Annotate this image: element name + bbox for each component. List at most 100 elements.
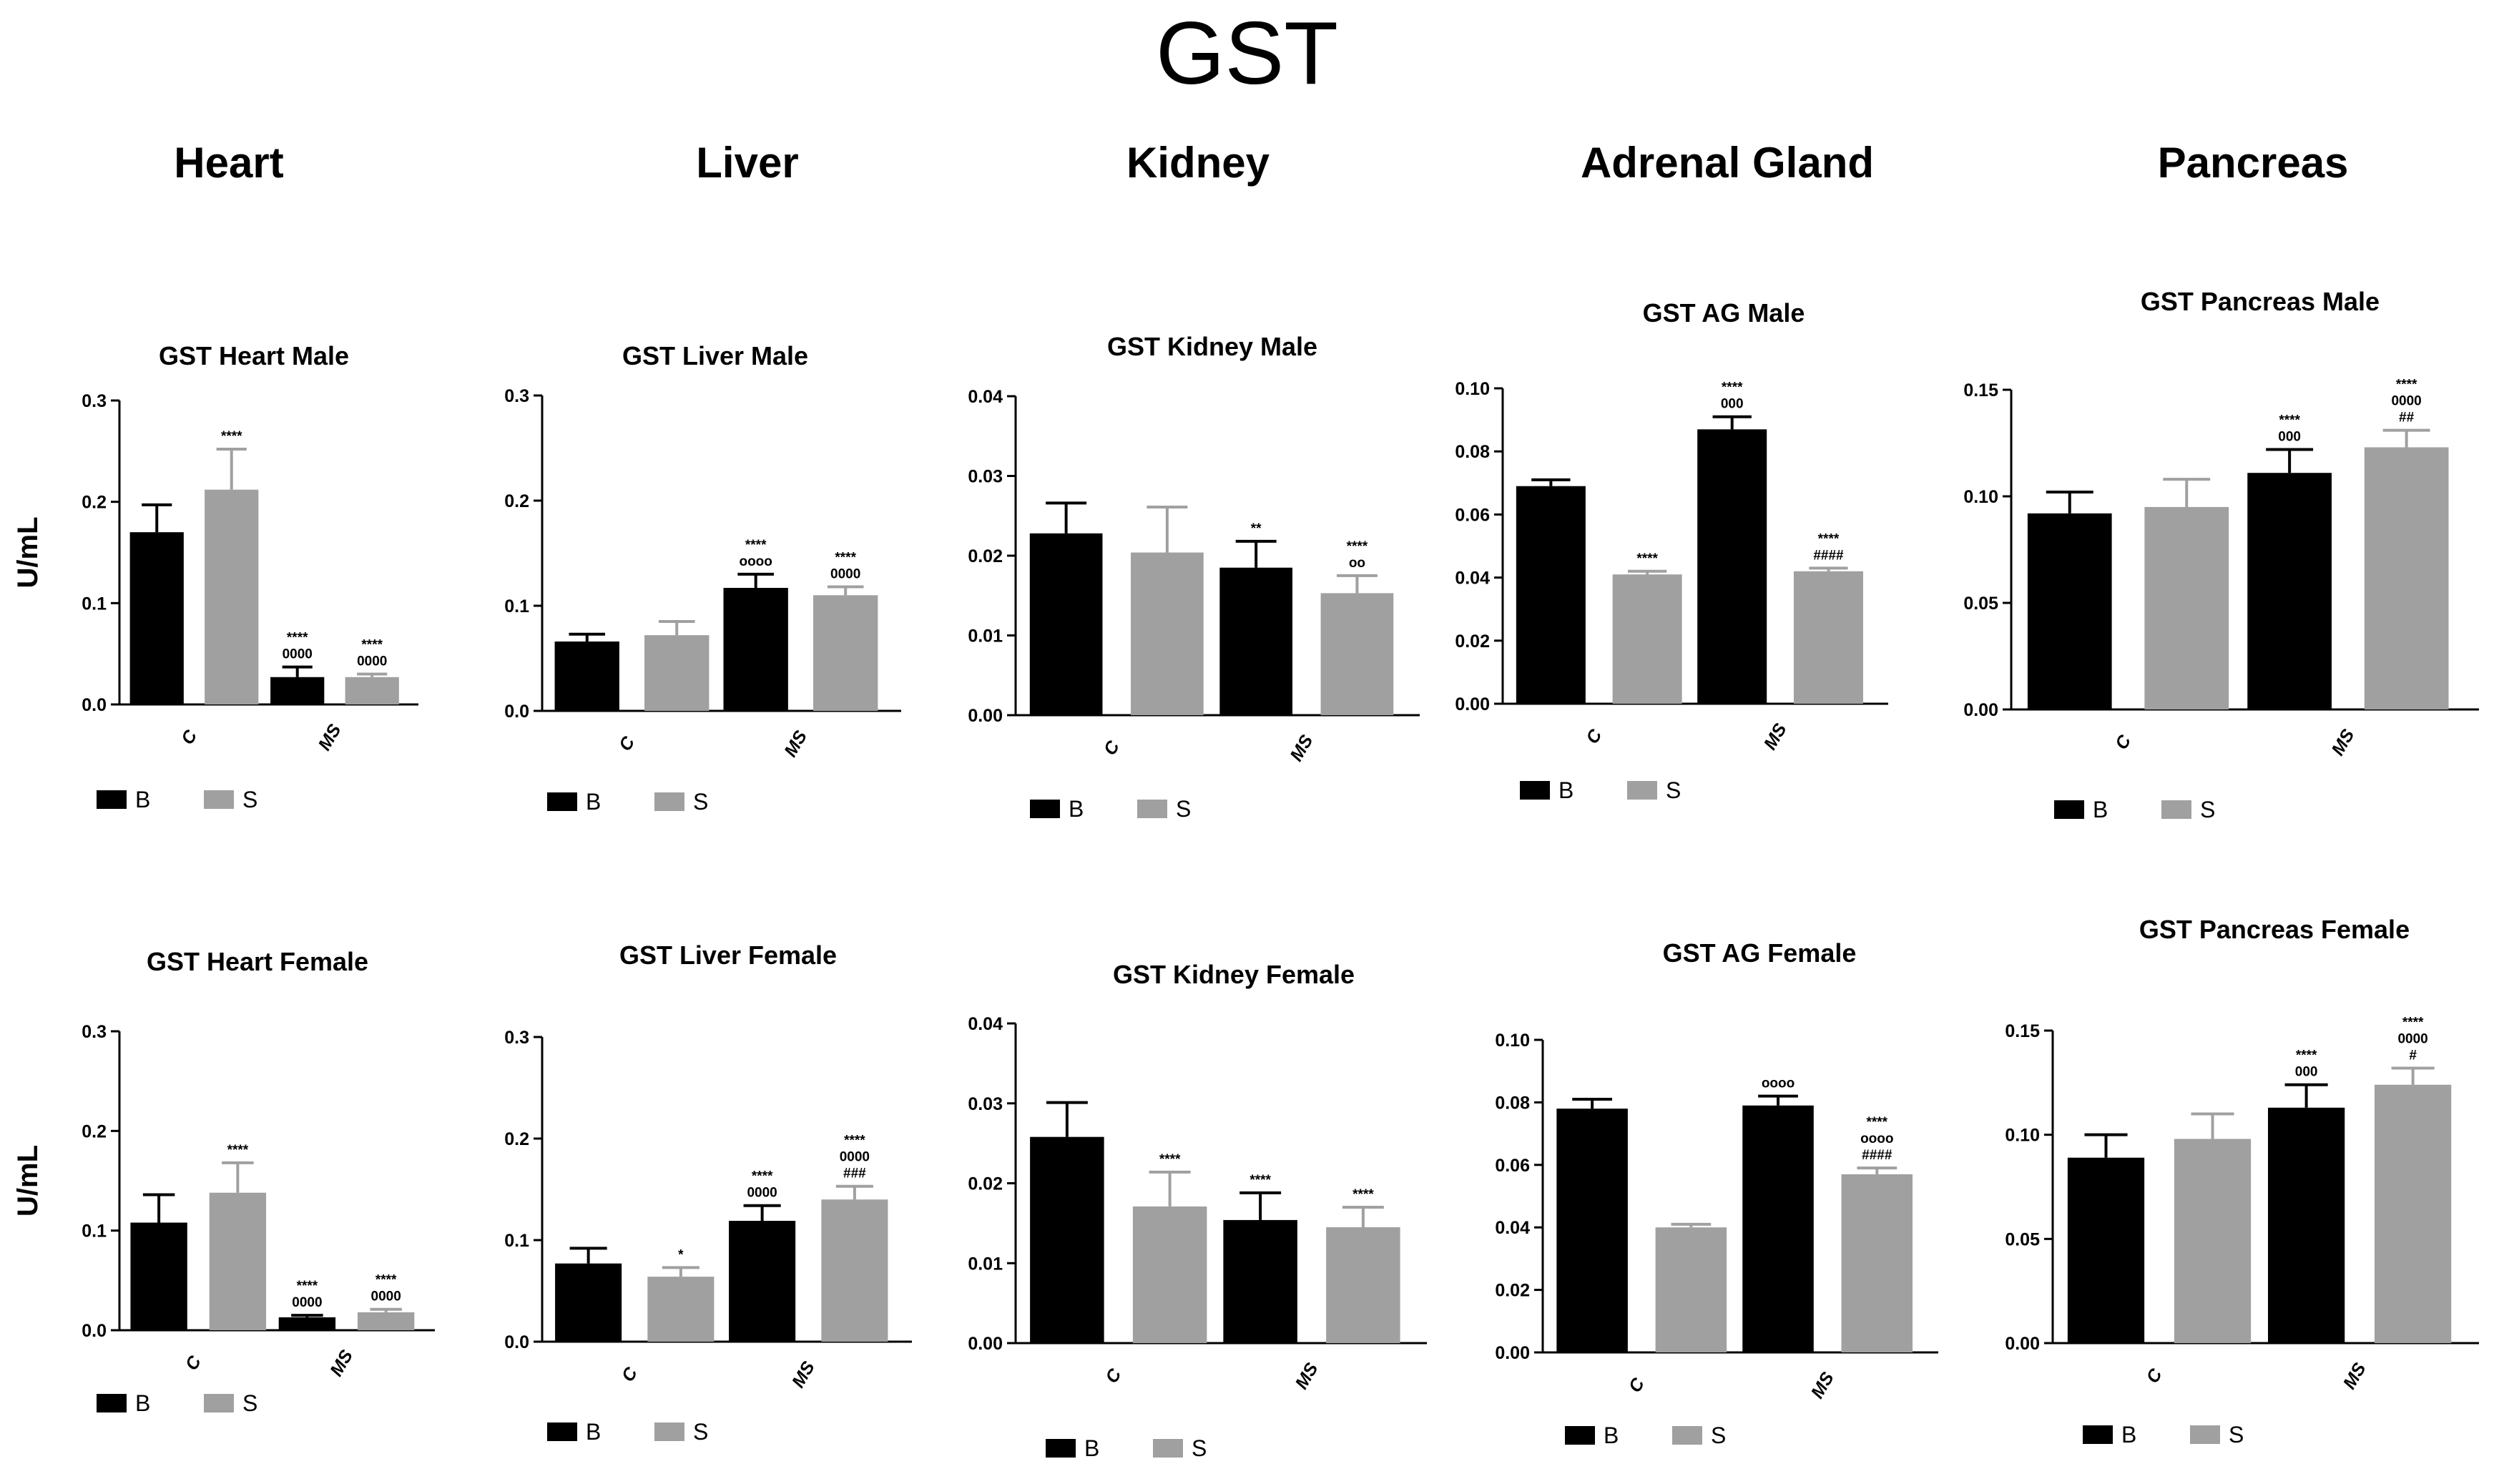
bar-S-C [209,1192,267,1330]
legend-label-S: S [693,1419,708,1445]
y-tick-label: 0.01 [968,1254,1003,1274]
bar-S-MS [2364,447,2449,709]
legend-label-B: B [2121,1422,2136,1448]
bar-S-C [205,489,259,704]
x-tick-label: MS [788,1357,819,1391]
significance-label: **** [1866,1115,1887,1130]
bar-B-C [555,1263,622,1342]
legend-swatch-S [204,1394,234,1412]
significance-label: 0000 [830,567,860,582]
significance-label: 0000 [292,1295,322,1310]
legend-swatch-S [1153,1439,1183,1458]
column-header-kidney: Kidney [1126,139,1270,187]
y-tick-label: 0.0 [82,695,107,715]
x-tick-label: MS [2327,725,2358,759]
chart-title: GST AG Female [1663,938,1857,968]
bar-B-MS [1697,429,1767,704]
significance-label: **** [1818,531,1840,546]
x-tick-label: C [182,1352,206,1373]
bar-B-MS [2267,1107,2345,1343]
legend-label-B: B [135,787,150,812]
bar-S-MS [821,1199,888,1342]
bar-S-MS [1793,571,1863,704]
y-tick-label: 0.3 [82,391,107,411]
legend-swatch-S [2161,800,2191,819]
legend-swatch-S [1627,781,1657,800]
bar-S-C [1131,552,1204,715]
significance-label: 000 [2295,1065,2318,1080]
bar-S-C [2174,1139,2252,1343]
significance-label: **** [1347,539,1368,554]
significance-label: **** [221,429,242,444]
legend-swatch-S [1672,1426,1702,1445]
x-tick-label: C [1625,1374,1649,1395]
y-tick-label: 0.00 [1963,700,1998,720]
y-tick-label: 0.00 [1495,1343,1530,1363]
bar-B-MS [1742,1105,1814,1352]
significance-label: ### [843,1166,866,1181]
column-header-pancreas: Pancreas [2157,139,2349,187]
y-tick-label: 0.02 [968,1174,1003,1194]
chart-title: GST Heart Female [147,947,368,976]
bar-B-MS [1219,567,1293,715]
y-tick-label: 0.0 [82,1321,107,1341]
chart-title: GST Liver Female [619,940,837,970]
significance-label: **** [1636,551,1658,566]
y-axis-label: U/mL [12,1145,44,1217]
significance-label: #### [1862,1148,1892,1163]
significance-label: 0000 [283,647,313,662]
legend-swatch-S [654,792,684,811]
y-tick-label: 0.2 [504,1129,529,1149]
significance-label: **** [752,1169,773,1184]
legend-label-S: S [1666,777,1681,803]
significance-label: 0000 [2397,1031,2427,1046]
bar-B-C [2027,513,2112,709]
legend-label-B: B [586,1419,601,1445]
y-tick-label: 0.04 [1495,1218,1530,1238]
legend-swatch-B [1565,1426,1595,1445]
significance-label: **** [375,1273,397,1288]
legend-label-B: B [135,1390,150,1416]
significance-label: #### [1813,548,1844,563]
y-tick-label: 0.05 [2005,1229,2040,1249]
column-header-adrenal: Adrenal Gland [1580,139,1875,187]
chart-panel-7: GST Liver Female0.00.10.20.3*C****0000**… [504,940,912,1445]
significance-label: **** [2296,1048,2317,1063]
bar-B-C [1516,486,1586,704]
y-tick-label: 0.04 [968,1014,1003,1034]
significance-label: oooo [1860,1131,1893,1146]
y-tick-label: 0.2 [82,493,107,513]
bar-B-C [1556,1109,1628,1352]
significance-label: 0000 [840,1150,870,1165]
chart-title: GST Pancreas Male [2141,287,2380,316]
bar-S-MS [345,677,399,704]
y-tick-label: 0.03 [968,1094,1003,1114]
chart-title: GST Kidney Male [1107,332,1317,361]
y-tick-label: 0.0 [504,1332,529,1352]
y-tick-label: 0.3 [82,1022,107,1042]
significance-label: **** [361,638,383,653]
y-tick-label: 0.04 [1455,569,1490,589]
y-tick-label: 0.15 [2005,1021,2040,1041]
y-tick-label: 0.3 [504,386,529,406]
bar-S-C [647,1277,715,1342]
y-tick-label: 0.02 [1455,632,1490,652]
legend-label-S: S [242,1390,257,1416]
significance-label: ## [2399,411,2415,426]
y-tick-label: 0.00 [1455,694,1490,714]
x-tick-label: MS [1286,731,1317,765]
chart-panel-5: GST Pancreas Male0.000.050.100.15C****00… [1963,287,2479,822]
bar-S-MS [1841,1174,1913,1352]
chart-panel-1: GST Heart MaleU/mL0.00.10.20.3****C****0… [12,341,418,812]
bar-S-C [1132,1206,1207,1343]
legend-swatch-S [1137,800,1167,818]
legend-swatch-B [97,1394,127,1412]
bar-B-C [1030,1136,1104,1343]
chart-panel-9: GST AG Female 0.00 0.02 0.04 0.06 0.08 0.10 Coo… [1495,938,1938,1448]
x-tick-label: MS [1807,1368,1838,1402]
x-tick-label: C [1101,1365,1126,1386]
y-tick-label: 0.06 [1455,505,1490,525]
legend-label-S: S [242,787,257,812]
bar-S-C [1612,574,1682,704]
y-tick-label: 0.10 [2005,1126,2040,1146]
